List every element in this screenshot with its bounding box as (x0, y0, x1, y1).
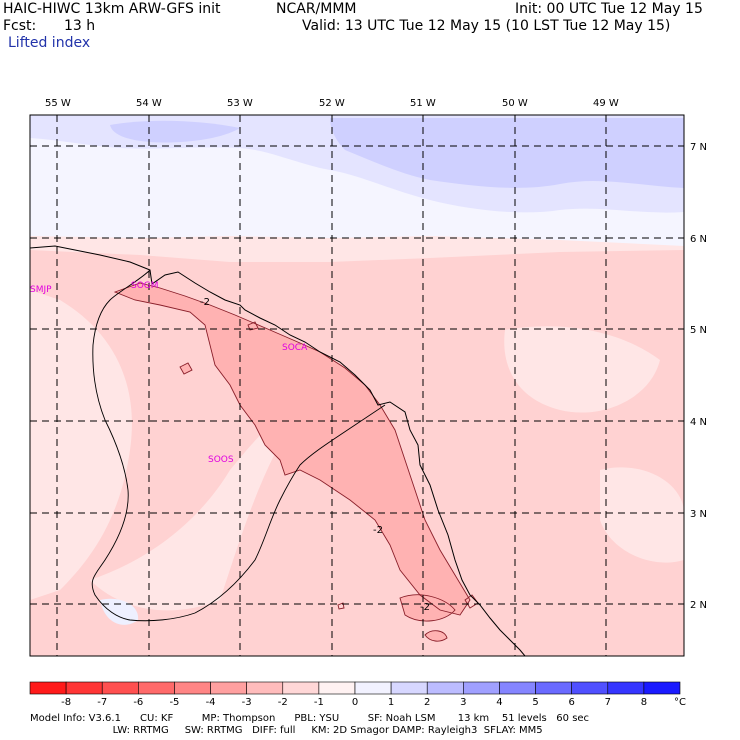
colorbar-unit: °C (674, 697, 686, 708)
lon-label: 50 W (502, 98, 528, 109)
station-soos: SOOS (208, 455, 234, 465)
model-info-line2: LW: RRTMG SW: RRTMG DIFF: full KM: 2D Sm… (30, 725, 543, 736)
colorbar-swatch (535, 681, 572, 695)
colorbar-tick-label: -4 (206, 697, 216, 708)
org-label: NCAR/MMM (276, 1, 357, 17)
station-sogm: SOGM (131, 281, 159, 291)
colorbar-swatch (138, 681, 175, 695)
colorbar-swatch (101, 681, 139, 695)
colorbar-tick-label: 2 (424, 697, 430, 708)
model-title: HAIC-HIWC 13km ARW-GFS init (3, 1, 221, 17)
contour-label: -2 (373, 525, 383, 536)
station-smjp: SMJP (30, 285, 52, 295)
borders (91, 269, 386, 622)
colorbar-swatch (499, 681, 536, 695)
init-time: Init: 00 UTC Tue 12 May 15 (515, 1, 703, 17)
colorbar-swatch (643, 681, 681, 695)
lon-label: 54 W (136, 98, 162, 109)
colorbar-swatch (282, 681, 320, 695)
colorbar-tick-label: 3 (460, 697, 466, 708)
model-info-line1: Model Info: V3.6.1 CU: KF MP: Thompson P… (30, 713, 590, 724)
latitude-labels: 7 N 6 N 5 N 4 N 3 N 2 N (690, 142, 707, 611)
map-plot-area: SMJP SOGM SOCA SOOS -2 -2 -2 (30, 115, 684, 656)
colorbar-tick-label: -6 (133, 697, 143, 708)
colorbar-labels: -8 -7 -6 -5 -4 -3 -2 -1 0 1 2 3 4 5 6 7 8 (61, 697, 647, 708)
lat-label: 3 N (690, 509, 707, 520)
lat-label: 6 N (690, 234, 707, 245)
colorbar-swatch (463, 681, 500, 695)
fill-interior-light (30, 290, 132, 600)
contour-label: -2 (200, 297, 210, 308)
colorbar-swatch (354, 681, 392, 695)
colorbar-swatch (29, 681, 67, 695)
station-markers: SMJP SOGM SOCA SOOS (30, 281, 308, 465)
lon-label: 53 W (227, 98, 253, 109)
fill-ocean-light-2 (600, 467, 684, 563)
station-soca: SOCA (282, 343, 308, 353)
fill-interior-light-2 (90, 410, 300, 611)
fill-two-to-three (330, 118, 684, 188)
lon-label: 51 W (410, 98, 436, 109)
lon-label: 55 W (45, 98, 71, 109)
lat-label: 2 N (690, 600, 707, 611)
fill-small-blue (100, 598, 139, 625)
colorbar-tick-label: -5 (169, 697, 179, 708)
colorbar-swatch (318, 681, 356, 695)
colorbar-swatch (210, 681, 247, 695)
fill-two-to-three-west (110, 120, 240, 143)
contour-label: -2 (420, 602, 430, 613)
colorbar (29, 681, 681, 695)
lat-label: 7 N (690, 142, 707, 153)
colorbar-swatch (65, 681, 103, 695)
colorbar-swatch (390, 681, 428, 695)
colorbar-tick-label: 8 (641, 697, 647, 708)
colorbar-tick-label: -7 (97, 697, 107, 708)
colorbar-tick-label: -8 (61, 697, 71, 708)
lon-label: 49 W (593, 98, 619, 109)
lat-label: 4 N (690, 417, 707, 428)
colorbar-tick-label: -3 (242, 697, 252, 708)
longitude-labels: 55 W 54 W 53 W 52 W 51 W 50 W 49 W (45, 98, 619, 109)
colorbar-tick-label: 7 (605, 697, 611, 708)
lat-label: 5 N (690, 325, 707, 336)
colorbar-tick-label: -1 (314, 697, 324, 708)
coastline (30, 245, 526, 656)
colorbar-tick-label: 0 (352, 697, 358, 708)
colorbar-tick-label: 5 (532, 697, 538, 708)
fill-minus2-patch-south (400, 594, 455, 622)
colorbar-swatch (426, 681, 464, 695)
colorbar-swatch (246, 681, 284, 695)
colorbar-swatch (571, 681, 609, 695)
colorbar-swatch (607, 681, 645, 695)
contour-minus2 (113, 282, 479, 642)
fill-minus2-to-minus3 (115, 283, 470, 615)
plot-frame (29, 114, 685, 657)
colorbar-tick-label: -2 (278, 697, 288, 708)
fill-ocean-light (504, 326, 660, 413)
fill-minus2-patch-small (425, 630, 447, 642)
field-name: Lifted index (8, 35, 91, 51)
colorbar-swatch (174, 681, 211, 695)
lon-label: 52 W (319, 98, 345, 109)
valid-time: Valid: 13 UTC Tue 12 May 15 (10 LST Tue … (302, 18, 671, 34)
colorbar-tick-label: 4 (496, 697, 502, 708)
colorbar-tick-label: 1 (388, 697, 394, 708)
graticule (30, 115, 684, 656)
forecast-label: Fcst: (3, 18, 37, 34)
forecast-hour: 13 h (64, 18, 96, 34)
colorbar-tick-label: 6 (568, 697, 574, 708)
